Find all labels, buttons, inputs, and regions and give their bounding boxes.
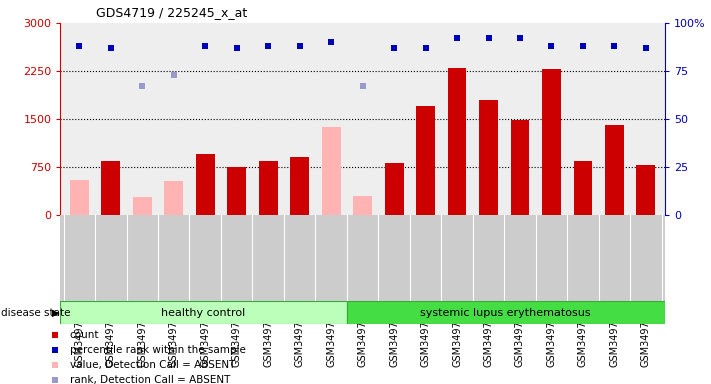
Bar [196,154,215,215]
Bar [228,167,246,215]
Text: disease state: disease state [1,308,70,318]
Bar [290,157,309,215]
Bar [164,181,183,215]
Bar [510,120,530,215]
Text: count: count [70,330,100,340]
Text: GDS4719 / 225245_x_at: GDS4719 / 225245_x_at [96,6,247,19]
Text: rank, Detection Call = ABSENT: rank, Detection Call = ABSENT [70,375,230,384]
Bar [70,180,89,215]
Bar [347,301,665,324]
Bar [353,197,372,215]
Bar [542,69,561,215]
Bar [416,106,435,215]
Bar [60,301,347,324]
Bar [636,165,656,215]
Bar [102,161,120,215]
Bar [448,68,466,215]
Text: systemic lupus erythematosus: systemic lupus erythematosus [420,308,591,318]
Bar [479,100,498,215]
Text: healthy control: healthy control [161,308,246,318]
Bar [605,126,624,215]
Text: ▶: ▶ [52,308,60,318]
Bar [574,161,592,215]
Text: value, Detection Call = ABSENT: value, Detection Call = ABSENT [70,360,235,370]
Bar [259,161,277,215]
Bar [385,162,404,215]
Text: percentile rank within the sample: percentile rank within the sample [70,345,245,355]
Bar [133,197,151,215]
Bar [321,127,341,215]
